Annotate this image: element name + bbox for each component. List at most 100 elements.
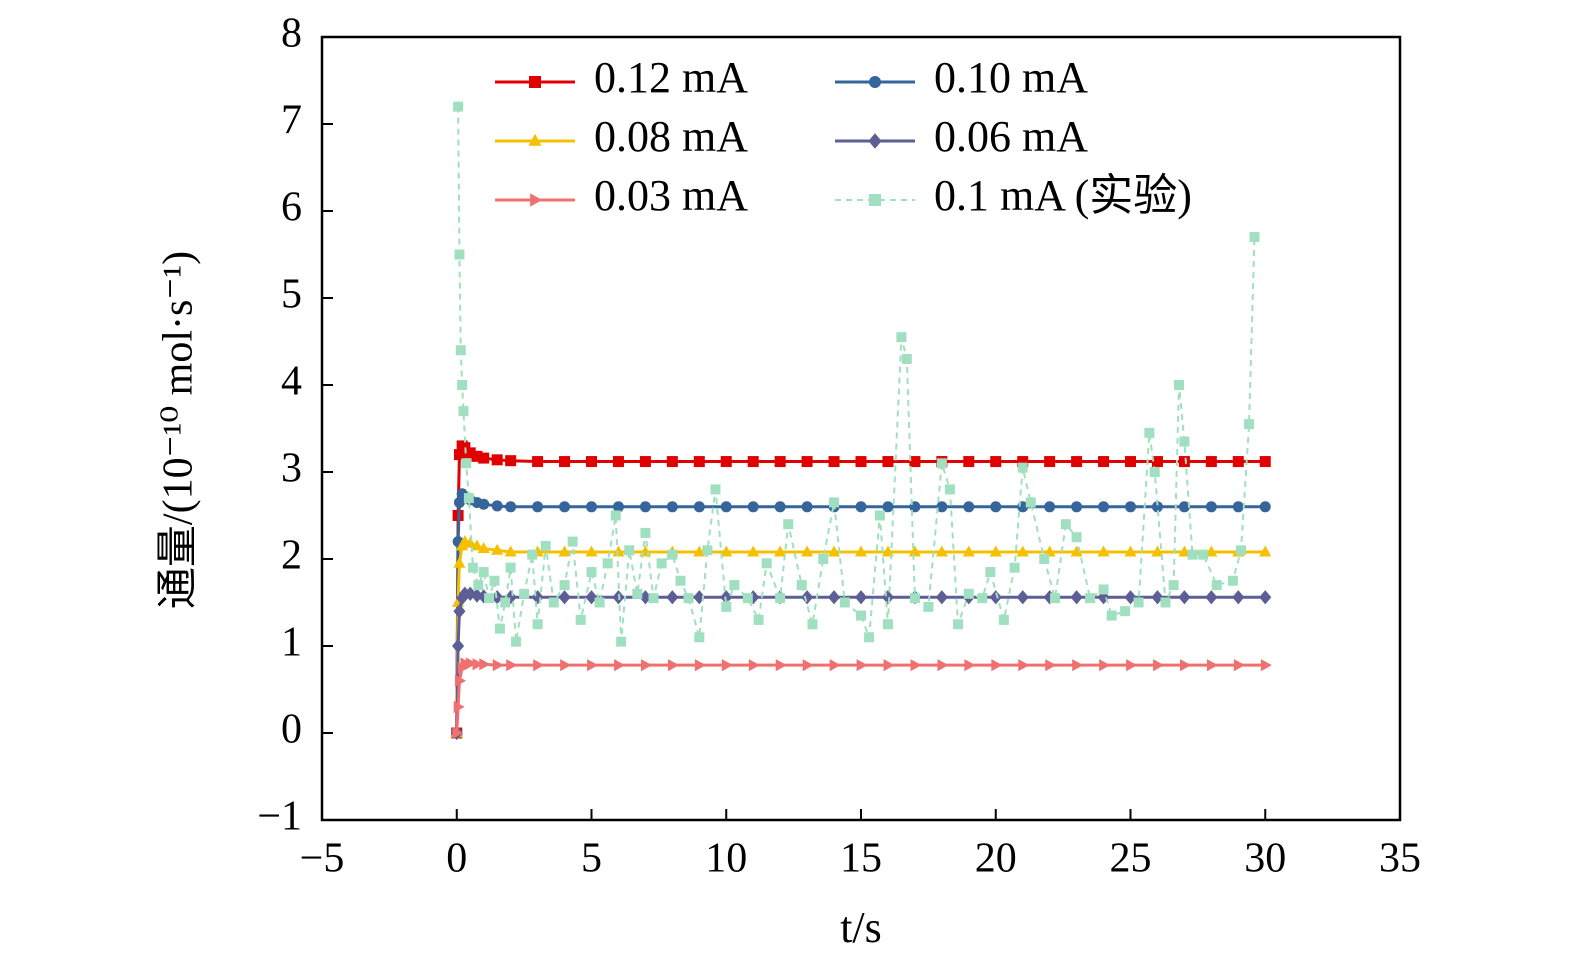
marker <box>802 659 814 672</box>
marker <box>612 456 624 468</box>
marker <box>1227 575 1238 586</box>
marker <box>864 632 875 643</box>
marker <box>774 545 787 557</box>
marker <box>881 590 894 605</box>
marker <box>1153 659 1165 672</box>
marker <box>964 659 976 672</box>
marker <box>936 501 948 513</box>
marker <box>612 501 624 513</box>
legend-label: 0.10 mA <box>934 53 1088 102</box>
marker <box>612 545 625 557</box>
marker <box>909 456 921 468</box>
marker <box>505 562 516 573</box>
marker <box>1070 590 1083 605</box>
marker <box>452 726 464 740</box>
marker <box>991 659 1003 672</box>
x-tick-label: 35 <box>1379 836 1421 882</box>
marker <box>729 580 740 591</box>
marker <box>1098 584 1109 595</box>
marker <box>883 659 895 672</box>
marker <box>585 590 598 605</box>
marker <box>1198 549 1209 560</box>
marker <box>923 601 934 612</box>
legend-marker <box>868 133 882 149</box>
marker <box>1071 501 1083 513</box>
marker <box>1259 590 1272 605</box>
legend-marker <box>528 133 542 146</box>
marker <box>527 549 538 560</box>
marker <box>457 380 468 390</box>
marker <box>1244 419 1255 430</box>
marker <box>962 545 975 557</box>
marker <box>720 456 732 468</box>
marker <box>908 545 921 557</box>
marker <box>702 545 713 556</box>
marker <box>854 545 868 557</box>
marker <box>839 597 850 608</box>
marker <box>1160 597 1171 608</box>
x-axis-label: t/s <box>840 903 882 952</box>
marker <box>855 501 867 513</box>
x-tick-label: 5 <box>581 836 602 882</box>
marker <box>558 590 571 605</box>
marker <box>478 567 489 578</box>
marker <box>666 501 678 513</box>
marker <box>586 456 597 468</box>
series-line <box>455 443 1266 734</box>
marker <box>963 588 974 599</box>
legend-label: 0.12 mA <box>594 53 748 102</box>
marker <box>828 545 841 557</box>
y-tick-label: 4 <box>281 359 302 405</box>
marker <box>1044 501 1056 513</box>
marker <box>1149 467 1160 477</box>
y-tick-label: 3 <box>281 446 302 492</box>
marker <box>666 590 679 605</box>
legend-label: 0.03 mA <box>594 171 748 220</box>
marker <box>901 353 912 364</box>
marker <box>1178 501 1190 513</box>
marker <box>882 619 893 630</box>
marker <box>775 659 787 672</box>
marker <box>454 249 465 260</box>
marker <box>937 659 949 672</box>
series-line <box>455 539 1266 734</box>
marker <box>489 575 500 586</box>
marker <box>464 536 477 548</box>
legend-marker <box>869 194 881 206</box>
marker <box>774 456 786 468</box>
marker <box>666 456 678 468</box>
marker <box>656 558 667 569</box>
marker <box>473 580 484 591</box>
marker <box>586 567 597 578</box>
marker <box>479 658 491 671</box>
y-tick-label: 7 <box>281 98 302 144</box>
marker <box>694 659 706 672</box>
marker <box>461 458 472 469</box>
marker <box>1039 554 1050 564</box>
marker <box>747 456 759 468</box>
marker <box>1125 456 1136 468</box>
marker <box>491 543 504 555</box>
marker <box>828 590 841 605</box>
marker <box>505 501 517 513</box>
marker <box>587 659 599 672</box>
marker <box>1206 659 1218 672</box>
marker <box>1043 545 1056 557</box>
marker <box>977 593 988 604</box>
x-tick-label: 30 <box>1244 836 1286 882</box>
marker <box>990 456 1002 468</box>
marker <box>693 501 705 513</box>
marker <box>453 556 466 568</box>
marker <box>721 601 732 612</box>
marker <box>1151 501 1163 513</box>
marker <box>1259 501 1271 513</box>
marker <box>465 657 477 670</box>
y-axis-label: 通量/(10⁻¹⁰ mol·s⁻¹) <box>156 251 202 609</box>
marker <box>818 554 829 564</box>
marker <box>1233 659 1245 672</box>
marker <box>944 484 955 495</box>
series-line <box>455 661 1266 734</box>
marker <box>494 623 505 634</box>
marker <box>505 455 517 467</box>
